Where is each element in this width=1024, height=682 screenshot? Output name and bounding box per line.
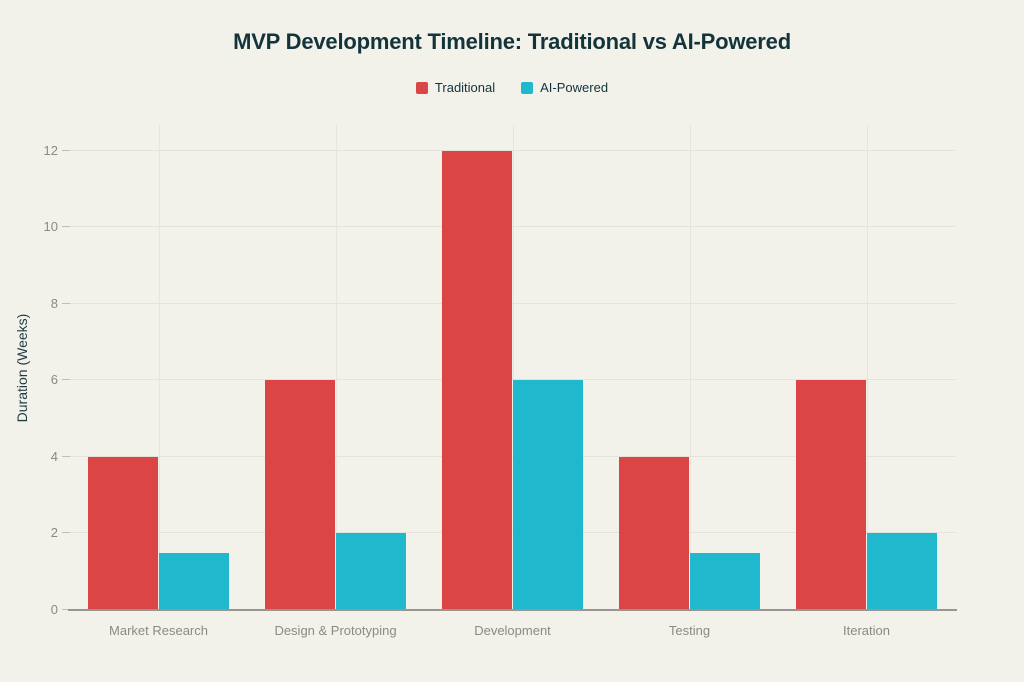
- bar-traditional-3: [618, 456, 690, 610]
- x-category-label: Development: [474, 623, 551, 638]
- ai-powered-swatch-icon: [521, 81, 534, 94]
- bar-ai-powered-1: [335, 533, 407, 610]
- y-tick-mark: [62, 226, 70, 228]
- x-category-label: Design & Prototyping: [274, 623, 397, 638]
- plot-area: Market Research Design & Prototyping Devel…: [62, 125, 957, 638]
- bar-ai-powered-2: [512, 380, 584, 610]
- bar-traditional-1: [264, 380, 336, 610]
- y-tick-mark: [62, 149, 70, 151]
- category-gridline: [158, 125, 160, 610]
- traditional-swatch-icon: [415, 81, 428, 94]
- y-tick-mark: [62, 302, 70, 304]
- y-tick-mark: [62, 609, 70, 610]
- y-tick-label: 12: [43, 142, 58, 158]
- legend-label-ai-powered: AI-Powered: [540, 80, 609, 95]
- legend-label-traditional: Traditional: [434, 80, 496, 95]
- y-tick-label: 4: [50, 448, 58, 464]
- y-tick-label: 8: [50, 295, 58, 311]
- category-gridline: [335, 125, 337, 610]
- y-gridline: [64, 149, 955, 151]
- y-tick-label: 6: [50, 372, 58, 388]
- y-tick-mark: [62, 532, 70, 534]
- y-tick-label: 2: [50, 525, 58, 541]
- bar-traditional-4: [795, 380, 867, 610]
- bar-ai-powered-3: [689, 552, 761, 610]
- y-tick-label: 0: [50, 602, 58, 617]
- bar-traditional-2: [441, 150, 513, 610]
- legend: Traditional AI-Powered: [0, 80, 1024, 95]
- bar-ai-powered-4: [866, 533, 938, 610]
- category-gridline: [512, 125, 514, 610]
- x-category-label: Market Research: [109, 623, 208, 638]
- x-category-label: Iteration: [843, 623, 890, 638]
- y-axis-title: Duration (Weeks): [14, 313, 30, 423]
- category-gridline: [689, 125, 691, 610]
- legend-item-ai-powered: AI-Powered: [521, 80, 608, 95]
- legend-item-traditional: Traditional: [415, 80, 496, 95]
- bar-traditional-0: [87, 456, 159, 610]
- x-axis-line: [68, 609, 957, 611]
- chart-title: MVP Development Timeline: Traditional vs…: [233, 29, 791, 54]
- bar-ai-powered-0: [158, 552, 230, 610]
- y-tick-mark: [62, 455, 70, 457]
- category-gridline: [866, 125, 868, 610]
- y-tick-mark: [62, 379, 70, 381]
- x-category-label: Testing: [668, 623, 711, 638]
- y-tick-label: 10: [43, 219, 58, 235]
